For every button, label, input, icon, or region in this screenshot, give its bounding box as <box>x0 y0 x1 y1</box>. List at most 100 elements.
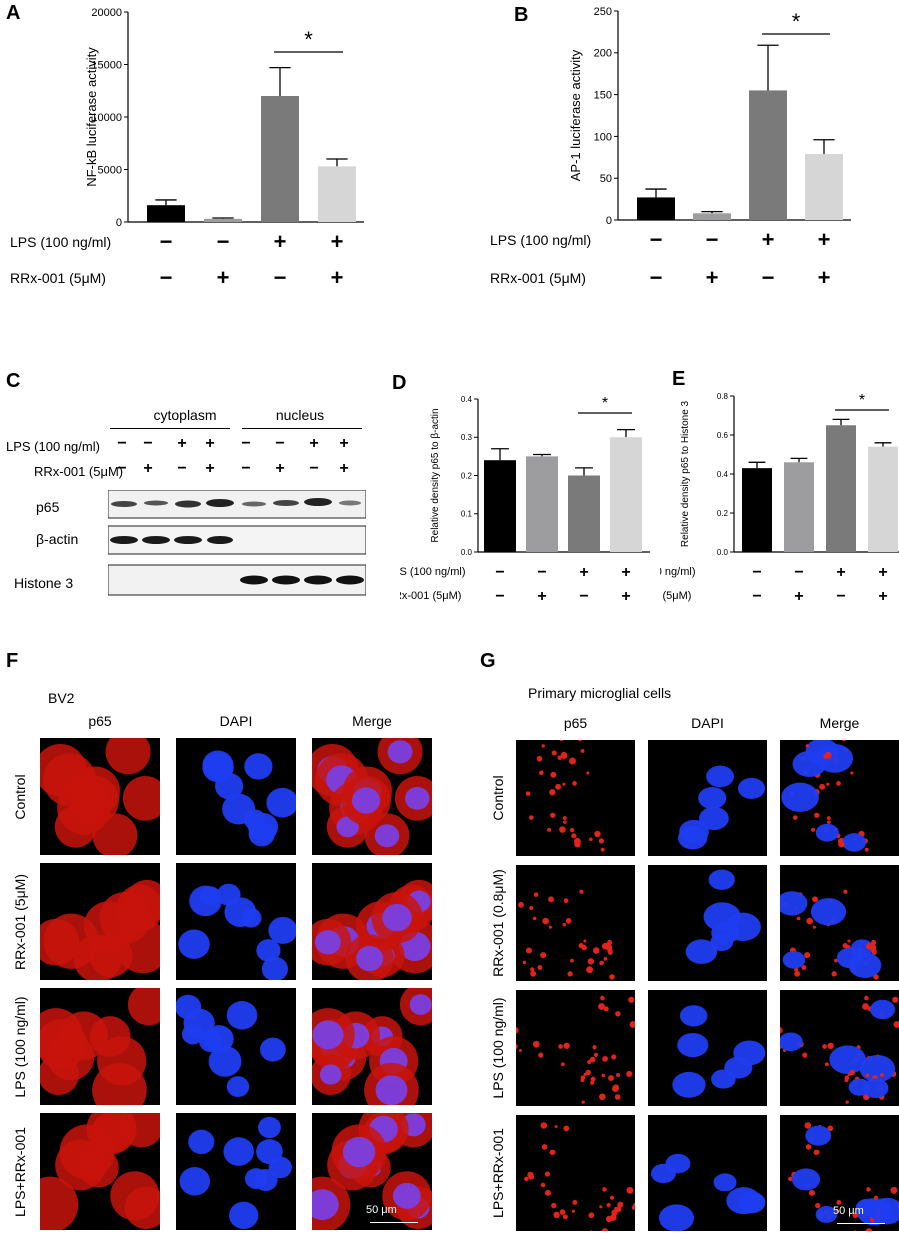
condition-sign: − <box>274 265 287 290</box>
nucleus <box>176 994 202 1020</box>
wb-lps-sign: + <box>177 435 187 452</box>
nucleus <box>181 1023 204 1045</box>
p65-puncta <box>600 847 605 852</box>
y-tick-label: 200 <box>594 48 612 60</box>
p65-puncta <box>845 1100 849 1104</box>
p65-puncta <box>587 958 595 965</box>
p65-puncta <box>629 1021 635 1028</box>
p65-micrograph <box>516 990 635 1106</box>
nucleus <box>711 921 740 944</box>
nucleus <box>260 1037 286 1062</box>
condition-sign: − <box>495 588 504 605</box>
significance-marker: * <box>304 27 313 52</box>
condition-label: LPS (100 ng/ml) <box>10 234 111 250</box>
bar <box>742 468 772 552</box>
p65-cell <box>105 738 151 775</box>
column-label: p65 <box>88 713 112 729</box>
p65-puncta <box>560 1062 565 1067</box>
nucleus <box>342 1136 376 1168</box>
group-nucleus: nucleus <box>275 407 325 423</box>
p65-puncta <box>614 1094 621 1100</box>
nucleus <box>404 786 430 810</box>
p65-puncta <box>826 782 830 786</box>
condition-sign: − <box>537 564 546 581</box>
p65-puncta <box>518 1048 522 1053</box>
condition-sign: − <box>706 227 719 252</box>
y-tick-label: 0.2 <box>717 509 729 518</box>
blot-label-p65: p65 <box>36 499 60 515</box>
significance-marker: * <box>602 395 608 412</box>
condition-sign: + <box>537 588 546 605</box>
y-axis-label: NF-kB luciferase activity <box>84 47 99 187</box>
y-tick-label: 0 <box>116 217 122 229</box>
condition-sign: − <box>762 265 775 290</box>
p65-puncta <box>890 1186 898 1194</box>
y-tick-label: 0.6 <box>717 431 729 440</box>
nucleus <box>869 1197 899 1225</box>
column-label: DAPI <box>691 715 724 731</box>
p65-puncta <box>579 889 584 894</box>
p65-puncta <box>788 1176 793 1182</box>
y-axis-label: AP-1 luciferase activity <box>568 49 583 181</box>
histone-band-5 <box>240 575 268 585</box>
column-label: Merge <box>352 713 392 729</box>
nucleus <box>248 813 279 842</box>
p65-puncta <box>562 922 566 927</box>
p65-puncta <box>871 939 877 945</box>
nucleus <box>244 753 273 780</box>
p65-puncta <box>607 939 613 945</box>
nucleus <box>314 930 341 955</box>
wb-lps-sign: + <box>339 435 349 452</box>
p65-puncta <box>522 960 527 965</box>
nucleus <box>312 1189 339 1221</box>
p65-puncta <box>812 925 816 929</box>
p65-puncta <box>528 815 534 820</box>
p65-puncta <box>562 782 566 786</box>
condition-sign: + <box>274 229 287 254</box>
dapi-image <box>176 738 296 855</box>
p65-puncta <box>611 1209 618 1216</box>
y-axis-label: Relative density p65 to β-actin <box>430 408 441 542</box>
p65-puncta <box>516 1044 518 1050</box>
nucleus <box>229 1201 259 1230</box>
condition-sign: + <box>878 564 887 581</box>
p65-puncta <box>605 1215 613 1223</box>
nucleus <box>355 945 384 972</box>
dapi-image <box>648 740 767 856</box>
nucleus <box>672 1071 706 1098</box>
nucleus <box>374 824 400 848</box>
y-tick-label: 10000 <box>91 112 122 124</box>
p65-puncta <box>871 948 877 954</box>
p65-puncta <box>892 996 899 1003</box>
nucleus <box>781 782 819 812</box>
p65-band-7 <box>304 498 332 506</box>
p65-puncta <box>796 916 801 921</box>
bar <box>526 456 558 552</box>
p65-cell <box>127 988 160 1026</box>
p65-puncta <box>599 960 604 966</box>
condition-sign: − <box>650 265 663 290</box>
p65-puncta <box>550 771 557 778</box>
cytoplasm-line <box>110 428 230 429</box>
significance-marker: * <box>859 392 865 409</box>
p65-puncta <box>607 948 613 954</box>
wb-rrx-sign: − <box>241 460 251 477</box>
bar <box>147 205 185 222</box>
p65-puncta <box>853 1230 857 1231</box>
p65-puncta <box>542 917 549 925</box>
condition-sign: − <box>650 227 663 252</box>
chart-b: 0 50 100 150 200 250 AP-1 luciferase activity *… <box>490 6 851 290</box>
p65-puncta <box>577 740 582 742</box>
p65-cell <box>122 775 160 821</box>
p65-puncta <box>811 827 816 832</box>
p65-band-3 <box>175 500 201 508</box>
p65-puncta <box>841 740 846 742</box>
p65-micrograph <box>40 738 160 855</box>
p65-puncta <box>631 1205 635 1210</box>
nucleus-line <box>242 428 362 429</box>
p65-puncta <box>559 740 564 742</box>
p65-puncta <box>598 1003 605 1010</box>
row-label: LPS+RRx-001 <box>12 1126 28 1217</box>
merge-micrograph <box>312 863 432 980</box>
nucleus <box>650 1163 676 1184</box>
